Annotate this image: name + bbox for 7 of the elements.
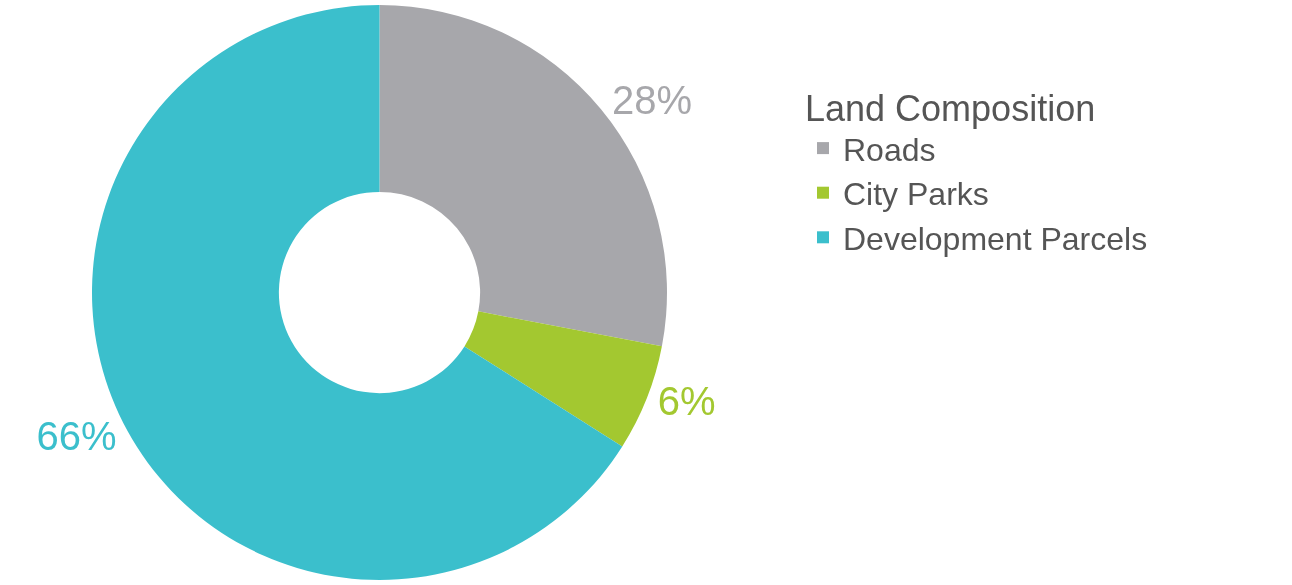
data-label: 6% [657, 379, 716, 424]
legend-title: Land Composition [805, 87, 1096, 129]
legend-label: City Parks [843, 176, 989, 213]
legend-label: Development Parcels [843, 220, 1148, 257]
legend-label: Roads [843, 131, 936, 168]
data-label: 66% [36, 414, 117, 459]
data-label: 28% [612, 78, 693, 123]
